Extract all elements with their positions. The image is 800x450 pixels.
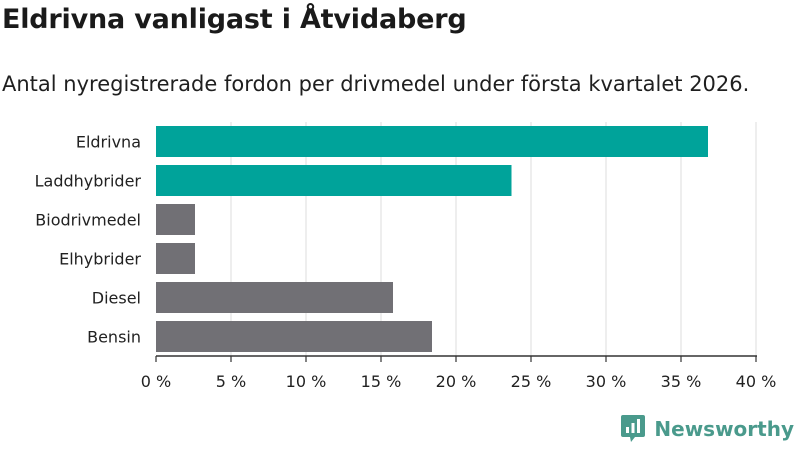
category-label: Biodrivmedel — [35, 211, 141, 230]
bar — [156, 243, 195, 274]
chart-subtitle: Antal nyregistrerade fordon per drivmede… — [2, 72, 750, 96]
bar — [156, 282, 393, 313]
x-tick-label: 40 % — [736, 372, 777, 391]
bar — [156, 321, 432, 352]
x-tick-label: 15 % — [361, 372, 402, 391]
bar — [156, 165, 512, 196]
x-tick-label: 30 % — [586, 372, 627, 391]
x-tick-label: 20 % — [436, 372, 477, 391]
chart-title: Eldrivna vanligast i Åtvidaberg — [2, 4, 467, 35]
newsworthy-logo-icon — [621, 415, 646, 442]
bar — [156, 126, 708, 157]
category-label: Laddhybrider — [35, 172, 142, 191]
brand-logo: Newsworthy — [620, 414, 794, 444]
brand-name: Newsworthy — [654, 417, 794, 441]
x-tick-label: 25 % — [511, 372, 552, 391]
category-label: Diesel — [92, 289, 141, 308]
category-label: Elhybrider — [59, 250, 141, 269]
category-label: Bensin — [87, 328, 141, 347]
category-label: Eldrivna — [76, 133, 141, 152]
x-tick-label: 0 % — [141, 372, 171, 391]
x-tick-label: 5 % — [216, 372, 246, 391]
bar — [156, 204, 195, 235]
x-tick-label: 10 % — [286, 372, 327, 391]
x-tick-label: 35 % — [661, 372, 702, 391]
